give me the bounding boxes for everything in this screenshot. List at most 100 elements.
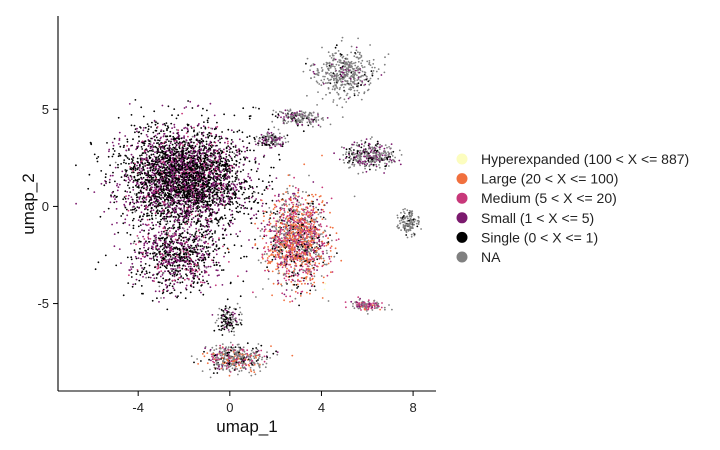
- data-point: [218, 274, 220, 276]
- data-point: [199, 191, 201, 193]
- data-point: [202, 131, 205, 134]
- data-point: [133, 124, 136, 127]
- data-point: [182, 161, 185, 164]
- data-point: [200, 172, 203, 175]
- data-point: [191, 151, 194, 154]
- data-point: [165, 246, 168, 249]
- data-point: [231, 181, 234, 184]
- data-point: [174, 152, 177, 155]
- data-point: [228, 151, 231, 154]
- data-point: [248, 117, 251, 120]
- data-point: [128, 224, 131, 226]
- data-point: [211, 232, 214, 235]
- data-point: [210, 146, 213, 149]
- data-point: [224, 163, 227, 166]
- data-point: [171, 235, 174, 238]
- data-point: [151, 169, 154, 172]
- data-point: [144, 241, 147, 244]
- data-point: [253, 149, 255, 152]
- data-point: [115, 200, 118, 203]
- data-point: [202, 179, 204, 182]
- data-point: [191, 280, 193, 283]
- data-point: [181, 169, 184, 172]
- data-point: [184, 223, 187, 226]
- data-point: [125, 200, 127, 203]
- data-point: [157, 151, 159, 153]
- data-point: [207, 126, 210, 129]
- data-point: [158, 261, 161, 263]
- data-point: [202, 203, 205, 206]
- data-point: [189, 291, 192, 294]
- data-point: [144, 140, 146, 143]
- data-point: [138, 241, 140, 244]
- data-point: [145, 174, 148, 177]
- data-point: [154, 266, 156, 269]
- data-point: [213, 179, 216, 182]
- data-point: [142, 176, 145, 179]
- data-point: [127, 194, 130, 197]
- data-point: [207, 242, 210, 245]
- data-point: [194, 259, 197, 262]
- data-point: [263, 154, 266, 157]
- data-point: [232, 188, 235, 190]
- data-point: [158, 225, 161, 228]
- data-point: [201, 132, 203, 134]
- data-point: [143, 256, 146, 258]
- data-point: [147, 139, 150, 141]
- data-point: [189, 167, 192, 170]
- data-point: [225, 160, 228, 163]
- data-point: [164, 261, 167, 263]
- data-point: [181, 160, 183, 163]
- data-point: [141, 183, 143, 186]
- data-point: [207, 136, 210, 139]
- data-point: [188, 200, 190, 203]
- data-point: [200, 138, 203, 141]
- data-point: [222, 168, 225, 171]
- data-point: [172, 194, 175, 197]
- data-point: [251, 246, 254, 249]
- data-point: [191, 188, 194, 191]
- data-point: [175, 165, 178, 168]
- data-point: [158, 158, 161, 160]
- data-point: [245, 197, 248, 199]
- data-point: [159, 162, 162, 164]
- data-point: [124, 190, 127, 193]
- data-point: [185, 215, 188, 218]
- data-point: [202, 206, 205, 209]
- data-point: [200, 254, 203, 257]
- data-point: [140, 204, 143, 207]
- data-point: [149, 227, 152, 229]
- data-point: [164, 168, 167, 171]
- data-point: [221, 131, 224, 133]
- data-point: [186, 251, 189, 253]
- data-point: [167, 195, 170, 197]
- data-point: [233, 163, 236, 166]
- data-point: [173, 210, 176, 213]
- data-point: [229, 147, 232, 150]
- data-point: [146, 167, 149, 170]
- data-point: [292, 194, 295, 197]
- data-point: [153, 110, 156, 113]
- data-point: [155, 129, 158, 132]
- data-point: [237, 275, 239, 278]
- data-point: [143, 164, 146, 167]
- data-point: [162, 254, 165, 256]
- data-point: [142, 223, 145, 226]
- data-point: [242, 280, 245, 283]
- data-point: [312, 224, 315, 226]
- data-point: [162, 272, 165, 274]
- data-point: [183, 170, 186, 173]
- data-point: [214, 230, 217, 233]
- data-point: [160, 129, 163, 132]
- data-point: [144, 126, 147, 129]
- data-point: [196, 143, 199, 146]
- data-point: [238, 166, 240, 168]
- data-point: [244, 188, 247, 191]
- data-point: [210, 152, 213, 155]
- data-point: [169, 193, 172, 196]
- data-point: [190, 160, 192, 163]
- data-point: [223, 148, 225, 151]
- data-point: [171, 270, 173, 272]
- data-point: [206, 203, 209, 206]
- data-point: [97, 156, 100, 158]
